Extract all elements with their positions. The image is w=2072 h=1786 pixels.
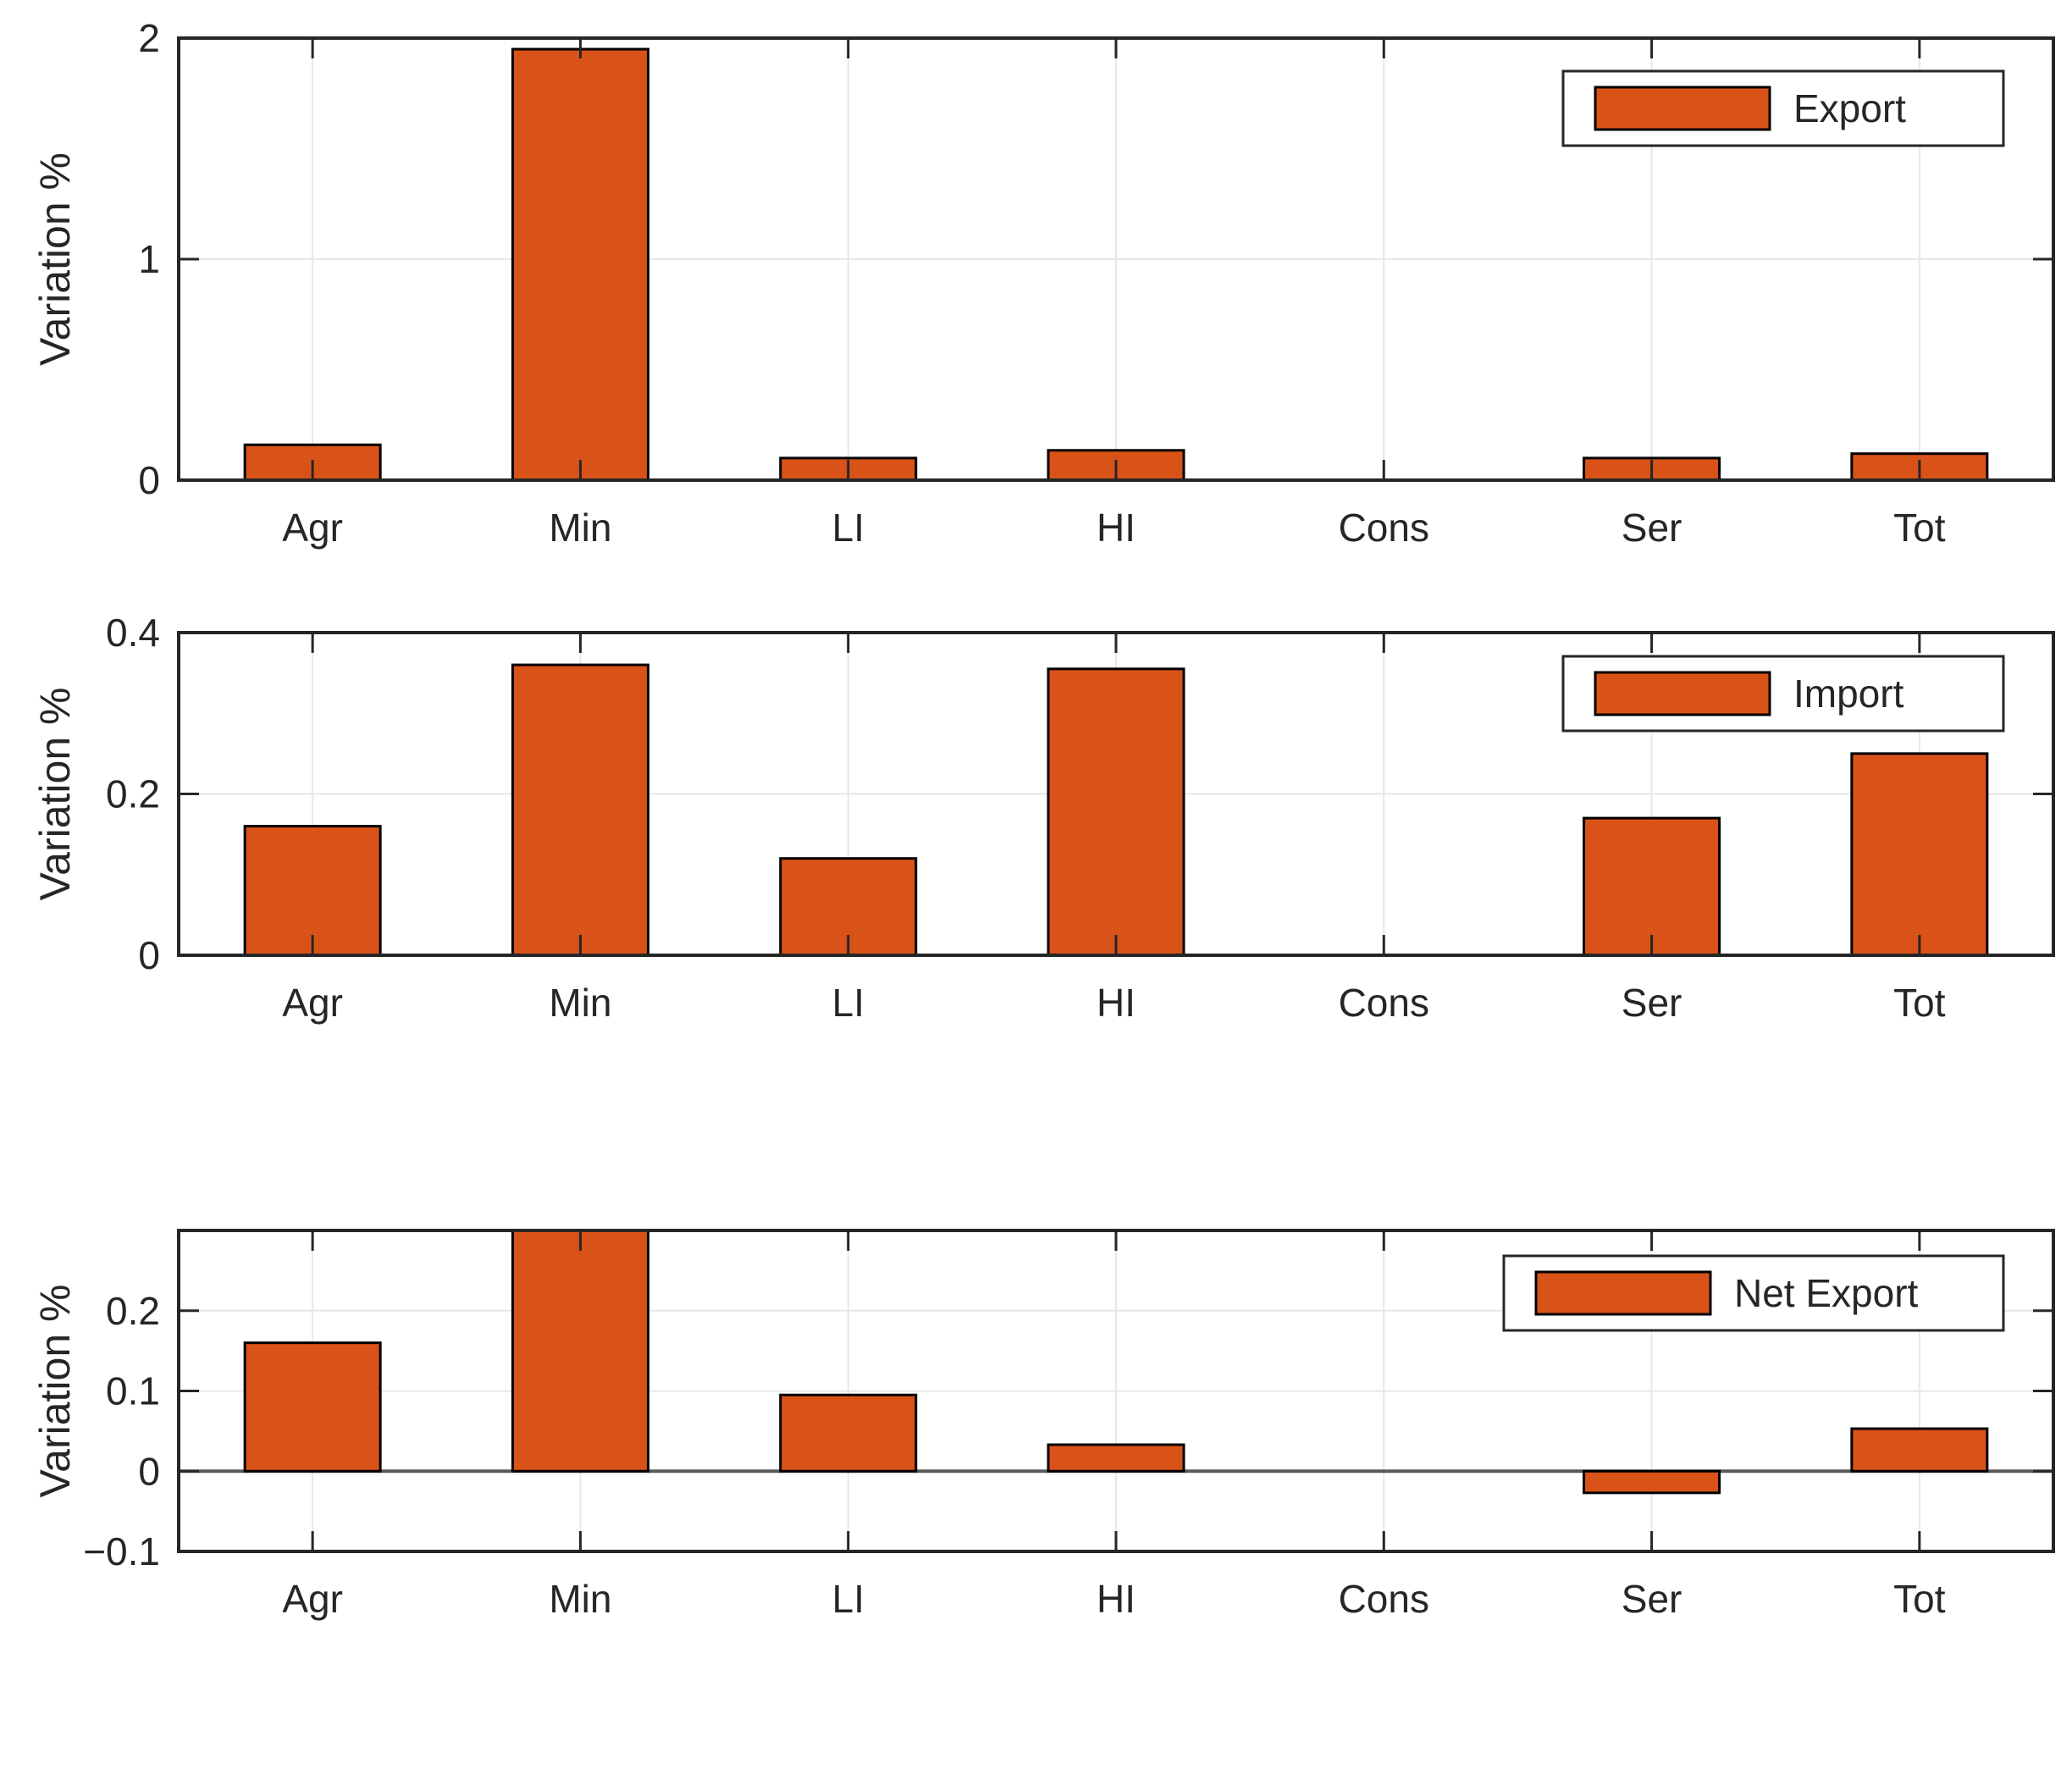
- y-tick-label: 0.2: [106, 1289, 160, 1333]
- y-axis-label: Variation %: [31, 152, 79, 366]
- x-tick-label: Ser: [1622, 981, 1682, 1025]
- legend-label: Net Export: [1734, 1271, 1919, 1315]
- y-axis-label: Variation %: [31, 688, 79, 901]
- x-tick-label: Agr: [282, 981, 343, 1025]
- bar-Min: [511, 47, 649, 482]
- legend-swatch: [1594, 86, 1771, 131]
- y-axis-label: Variation %: [31, 1285, 79, 1498]
- y-tick-label: 2: [138, 16, 160, 60]
- bar-Min: [511, 1229, 649, 1473]
- x-tick-label: Cons: [1339, 981, 1429, 1025]
- plot-border: [177, 631, 2055, 957]
- bar-Min: [511, 663, 649, 957]
- y-tick-label: 0.2: [106, 772, 160, 816]
- subplot-3: −0.1 0 0.1 0.2 Agr Min LI HI Cons Ser Tot Variation…: [31, 1229, 2055, 1621]
- x-tick-label: Min: [549, 1577, 611, 1621]
- y-tick-label: 0: [138, 458, 160, 502]
- bar-LI: [779, 1393, 918, 1473]
- y-tick-label: 0.4: [106, 611, 160, 655]
- legend-label: Export: [1793, 86, 1906, 130]
- x-tick-label: HI: [1097, 981, 1135, 1025]
- x-tick-label: Agr: [282, 506, 343, 550]
- legend-swatch: [1594, 671, 1771, 716]
- x-tick-label: HI: [1097, 506, 1135, 550]
- x-tick-label: Ser: [1622, 506, 1682, 550]
- x-tick-label: HI: [1097, 1577, 1135, 1621]
- y-tick-label: 0: [138, 933, 160, 977]
- y-tick-label: −0.1: [83, 1529, 160, 1573]
- subplot-1: 0 1 2 Agr Min LI HI Cons Ser Tot Variation % Export: [31, 16, 2055, 550]
- x-tick-label: Tot: [1893, 506, 1946, 550]
- y-tick-label: 0.1: [106, 1369, 160, 1413]
- x-tick-label: Min: [549, 506, 611, 550]
- bar-Agr: [243, 1341, 382, 1473]
- x-tick-label: Tot: [1893, 1577, 1946, 1621]
- y-tick-label: 0: [138, 1449, 160, 1493]
- subplot-2: 0 0.2 0.4 Agr Min LI HI Cons Ser Tot Variation % Im…: [31, 611, 2055, 1025]
- bar-HI: [1047, 1443, 1185, 1473]
- x-tick-label: LI: [832, 1577, 865, 1621]
- x-tick-label: Ser: [1622, 1577, 1682, 1621]
- y-tick-label: 1: [138, 237, 160, 281]
- x-tick-label: LI: [832, 506, 865, 550]
- bar-Ser: [1583, 816, 1721, 957]
- bar-Ser: [1583, 1469, 1721, 1495]
- x-tick-label: Tot: [1893, 981, 1946, 1025]
- bar-HI: [1047, 667, 1185, 957]
- x-tick-label: Min: [549, 981, 611, 1025]
- x-tick-label: Cons: [1339, 506, 1429, 550]
- bar-Tot: [1850, 1427, 1989, 1473]
- x-tick-label: Cons: [1339, 1577, 1429, 1621]
- legend-swatch: [1534, 1270, 1712, 1316]
- plot-border: [177, 1229, 2055, 1553]
- x-tick-label: Agr: [282, 1577, 343, 1621]
- x-tick-label: LI: [832, 981, 865, 1025]
- legend-label: Import: [1793, 672, 1904, 716]
- bar-Tot: [1850, 752, 1989, 957]
- plot-border: [177, 36, 2055, 482]
